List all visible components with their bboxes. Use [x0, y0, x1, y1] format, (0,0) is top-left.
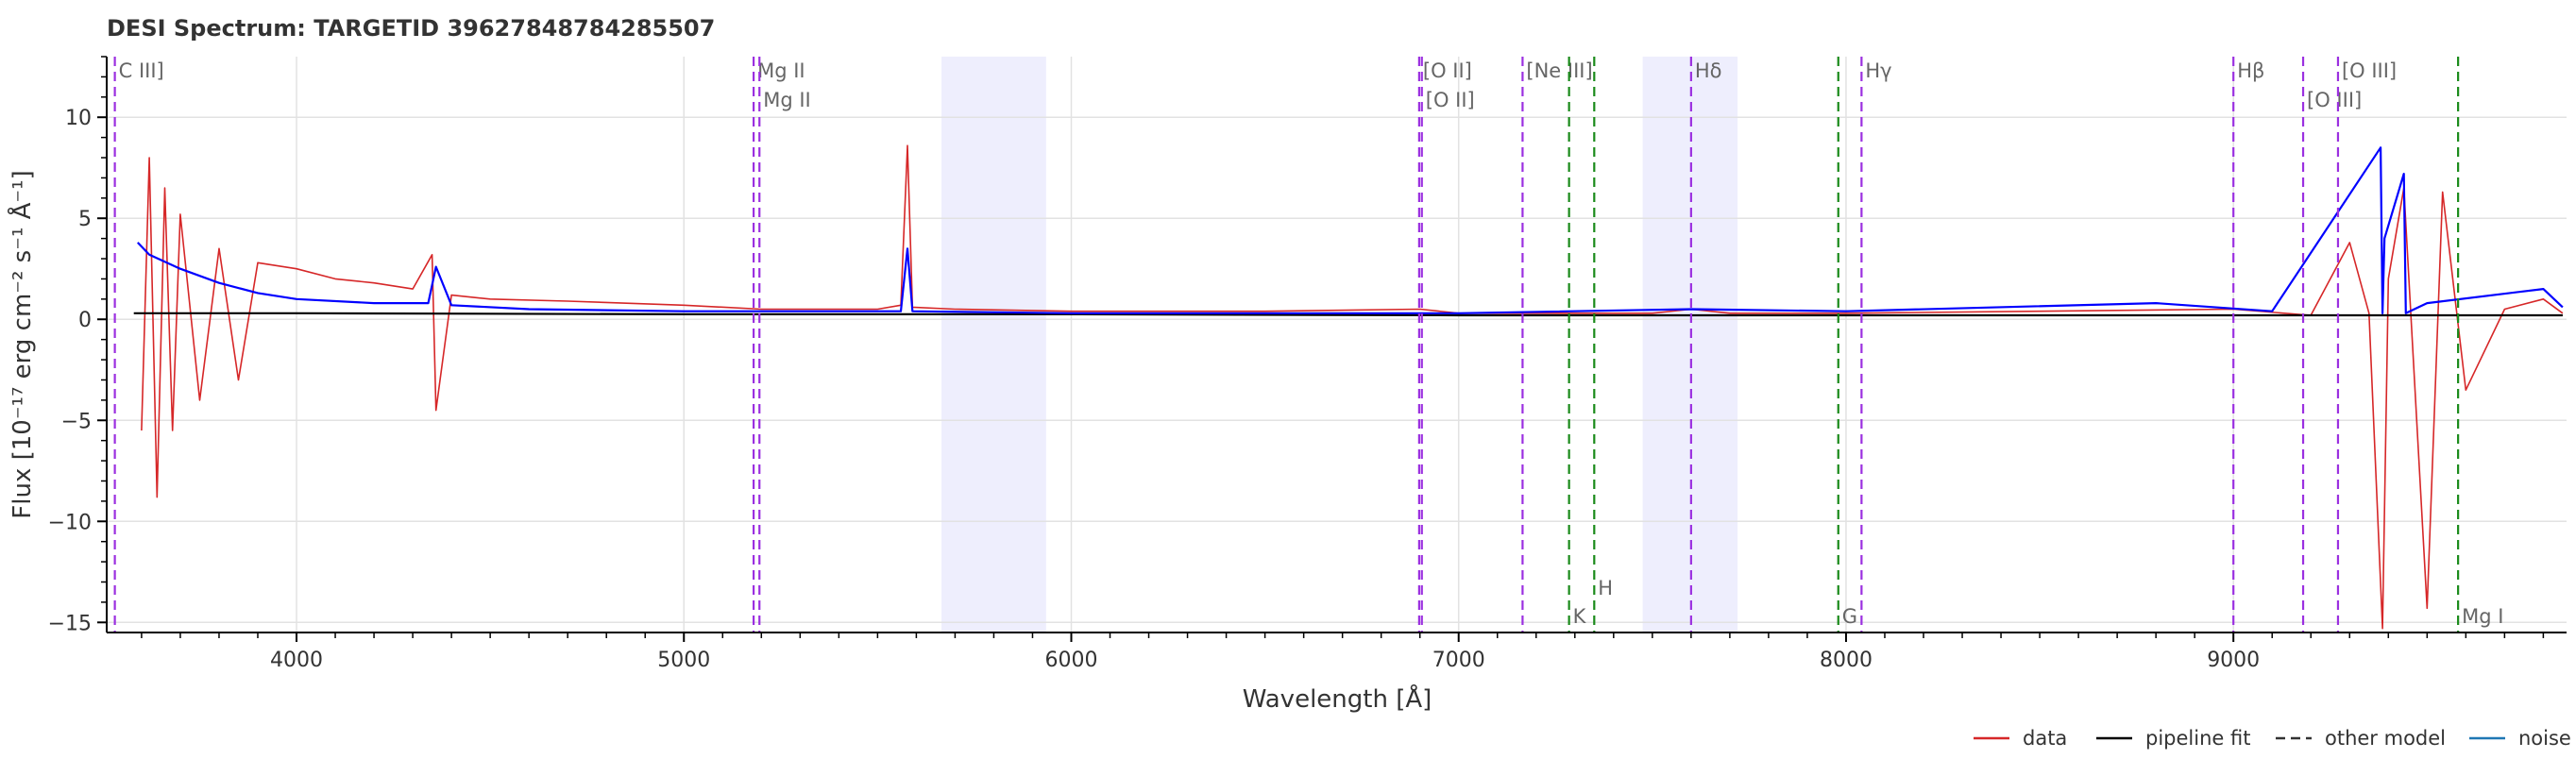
x-tick-label-5: 9000: [2207, 649, 2260, 672]
spectral-line-label-11: Hβ: [2237, 59, 2264, 82]
legend-label-data: data: [2023, 727, 2067, 750]
spectral-lines: C III] Mg II Mg II [O II] [O II] [Ne III] KH Hδ…: [113, 57, 2503, 632]
spectral-line-label-2: Mg II: [763, 89, 811, 111]
y-axis-label: Flux [10⁻¹⁷ erg cm⁻² s⁻¹ Å⁻¹]: [7, 170, 37, 518]
y-tick-label-3: 0: [78, 309, 92, 332]
x-tick-label-2: 6000: [1044, 649, 1097, 672]
y-tick-label-0: −15: [48, 612, 92, 635]
x-tick-label-0: 4000: [270, 649, 323, 672]
chart-title: DESI Spectrum: TARGETID 3962784878428550…: [107, 15, 715, 42]
legend-label-noise: noise: [2518, 727, 2571, 750]
spectral-line-label-7: H: [1598, 577, 1613, 599]
y-tick-label-1: −10: [48, 511, 92, 534]
spectral-line-label-10: Hγ: [1865, 59, 1891, 82]
y-tick-label-4: 5: [78, 208, 92, 231]
legend: data pipeline fit other model noise: [1974, 727, 2571, 750]
x-tick-label-1: 5000: [657, 649, 710, 672]
spectral-line-label-13: [O III]: [2342, 59, 2397, 82]
spectral-line-label-0: C III]: [119, 59, 164, 82]
spectral-line-label-14: Mg I: [2462, 605, 2503, 628]
x-tick-label-3: 7000: [1432, 649, 1485, 672]
legend-label-pipeline-fit: pipeline fit: [2145, 727, 2250, 750]
axes: 4000 5000 6000 7000 8000 9000 −15 −10 −5 0 5 10: [48, 56, 2567, 672]
series-layer: [133, 144, 2564, 630]
series-data: [141, 144, 2564, 630]
series-other-model: [137, 146, 2564, 314]
spectral-line-label-6: K: [1573, 605, 1587, 628]
spectral-line-label-12: [O III]: [2307, 89, 2362, 111]
series-pipeline-fit: [133, 312, 2563, 317]
spectral-line-label-8: Hδ: [1695, 59, 1722, 82]
spectral-line-label-3: [O II]: [1423, 59, 1472, 82]
y-tick-label-2: −5: [61, 410, 92, 433]
x-axis-label: Wavelength [Å]: [1243, 683, 1432, 714]
legend-label-other-model: other model: [2325, 727, 2446, 750]
spectral-line-label-5: [Ne III]: [1526, 59, 1592, 82]
x-tick-label-4: 8000: [1820, 649, 1873, 672]
spectral-line-label-1: Mg II: [757, 59, 805, 82]
spectral-line-label-4: [O II]: [1426, 89, 1475, 111]
spectral-line-label-9: G: [1842, 605, 1857, 628]
y-tick-label-5: 10: [65, 107, 92, 130]
masked-region-0: [941, 57, 1046, 632]
